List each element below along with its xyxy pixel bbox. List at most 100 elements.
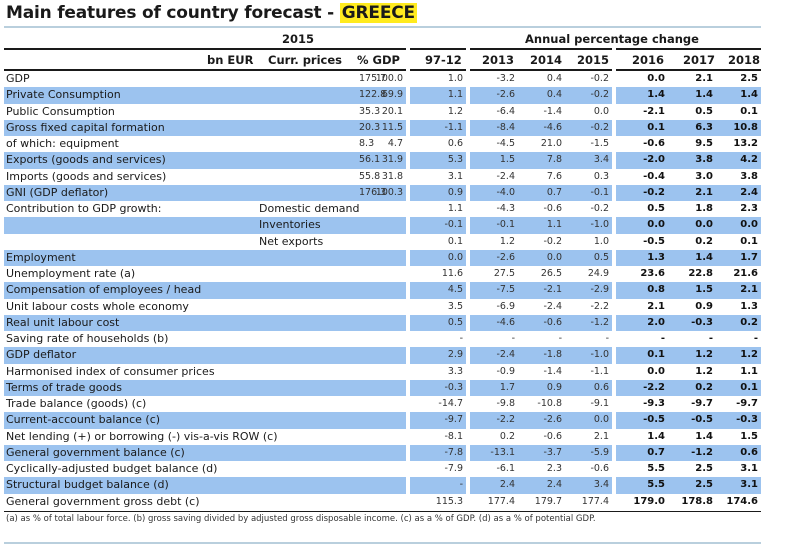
row-sublabel	[259, 87, 359, 104]
cell-97-12: -1.1	[410, 119, 466, 136]
cell-97-12: -	[410, 477, 466, 494]
cell-2016: -2.2	[616, 379, 668, 396]
cell-pct-gdp: 69.9	[359, 87, 406, 104]
cell-2014: -0.6	[543, 203, 562, 215]
cell-2013: 0.2	[499, 430, 515, 442]
cell-2017: 1.2	[668, 347, 716, 364]
cell-2013: -	[511, 333, 515, 345]
row-sublabel	[259, 347, 359, 364]
row-sublabel	[259, 494, 359, 510]
cell-2016: 0.1	[616, 119, 668, 136]
row-label: Current-account balance (c)	[4, 412, 259, 429]
row-sublabel: Domestic demand	[259, 202, 360, 216]
row-label: Harmonised index of consumer prices	[6, 364, 215, 378]
cell-2015: -0.2	[565, 87, 612, 104]
row-label: Saving rate of households (b)	[6, 332, 169, 346]
cell-2013: -4.3	[496, 203, 515, 215]
cell-2016: 0.7	[616, 444, 668, 461]
cell-2018: 21.6	[733, 268, 758, 280]
cell-2013: -4.5	[496, 138, 515, 150]
cell-2017: 0.9	[695, 300, 713, 312]
country-name: GREECE	[339, 3, 417, 23]
cell-pct-gdp	[359, 379, 406, 396]
cell-2018: 174.6	[726, 495, 758, 507]
cell-97-12: -7.9	[444, 463, 463, 475]
cell-pct-gdp: 4.7	[387, 138, 403, 150]
table-row: Compensation of employees / head 4.5 -7.5-…	[4, 282, 761, 299]
cell-2018: 2.1	[716, 282, 761, 299]
cell-2013: 1.2	[499, 235, 515, 247]
row-sublabel	[259, 299, 359, 315]
cell-pct-gdp: 20.1	[381, 105, 403, 117]
cell-pct-gdp	[359, 234, 406, 250]
cell-2017: 2.5	[695, 463, 713, 475]
cell-2013: -2.6	[470, 87, 518, 104]
cell-2018: -	[753, 333, 758, 345]
row-label: Net lending (+) or borrowing (-) vis-a-v…	[6, 429, 278, 443]
table-row: General government gross debt (c) 115.3 17…	[4, 494, 761, 510]
cell-2017: 3.8	[668, 152, 716, 169]
row-sublabel	[259, 282, 359, 299]
col-header-2014: 2014	[530, 53, 563, 67]
cell-97-12: 0.5	[410, 314, 466, 331]
col-header-2015: 2015	[577, 53, 610, 67]
cell-2018: 0.2	[716, 314, 761, 331]
table-row: Net lending (+) or borrowing (-) vis-a-v…	[4, 429, 761, 445]
table-row: GDP deflator 2.9 -2.4 -1.8 -1.0 0.1 1.2 1.2	[4, 347, 761, 364]
cell-2016: -0.4	[643, 170, 665, 182]
cell-2013: -2.2	[470, 412, 518, 429]
cell-97-12: 3.3	[447, 365, 463, 377]
cell-2015: 3.4	[565, 152, 612, 169]
cell-97-12: 115.3	[435, 495, 463, 507]
row-sublabel	[259, 364, 359, 380]
col-header-2016: 2016	[632, 53, 665, 67]
cell-2013: 177.4	[487, 495, 515, 507]
cell-97-12: 4.5	[410, 282, 466, 299]
row-label: GDP deflator	[4, 347, 259, 364]
cell-pct-gdp	[359, 412, 406, 429]
cell-2014: -0.6	[518, 314, 565, 331]
cell-2015: -1.1	[590, 365, 609, 377]
cell-2015: 0.3	[593, 170, 609, 182]
row-label: Structural budget balance (d)	[4, 477, 259, 494]
row-sublabel	[259, 119, 359, 136]
cell-2015: 0.6	[565, 379, 612, 396]
cell-2015: -2.9	[565, 282, 612, 299]
row-sublabel	[259, 412, 359, 429]
cell-2018: 1.4	[716, 87, 761, 104]
footnote: (a) as % of total labour force. (b) gros…	[6, 514, 596, 524]
row-label: Public Consumption	[6, 104, 115, 118]
cell-2017: 2.1	[695, 73, 713, 85]
row-sublabel	[259, 169, 359, 185]
cell-2017: 6.3	[668, 119, 716, 136]
header-rule-top	[616, 48, 761, 50]
cell-2016: 0.0	[647, 73, 665, 85]
table-row: Structural budget balance (d) -2.4 2.4 3.4 5…	[4, 477, 761, 494]
row-label: Private Consumption	[4, 87, 259, 104]
cell-2018: 1.7	[716, 249, 761, 266]
table-row: Gross fixed capital formation20.311.5-1.…	[4, 119, 761, 136]
row-sublabel: Net exports	[259, 234, 324, 248]
row-label: General government balance (c)	[4, 444, 259, 461]
col-header-2017: 2017	[683, 53, 716, 67]
cell-2016: -0.2	[616, 184, 668, 201]
cell-2015: -0.1	[565, 184, 612, 201]
cell-2015: -1.0	[565, 217, 612, 234]
cell-pct-gdp	[359, 299, 406, 315]
row-label: Contribution to GDP growth:	[6, 202, 162, 216]
cell-2014: -0.6	[543, 430, 562, 442]
row-label	[4, 217, 259, 234]
cell-2014: 179.7	[534, 495, 562, 507]
cell-2015: 0.0	[593, 105, 609, 117]
cell-2014: 7.8	[518, 152, 565, 169]
cell-2018: -9.7	[736, 398, 758, 410]
cell-2015: -0.6	[590, 463, 609, 475]
cell-2018: -0.3	[716, 412, 761, 429]
row-sublabel	[259, 104, 359, 120]
cell-2013: -2.4	[470, 347, 518, 364]
cell-pct-gdp	[359, 396, 406, 412]
cell-2017: 1.2	[695, 365, 713, 377]
cell-2016: 179.0	[633, 495, 665, 507]
cell-97-12: -9.7	[410, 412, 466, 429]
table-row: Current-account balance (c) -9.7 -2.2 -2.6 0…	[4, 412, 761, 429]
